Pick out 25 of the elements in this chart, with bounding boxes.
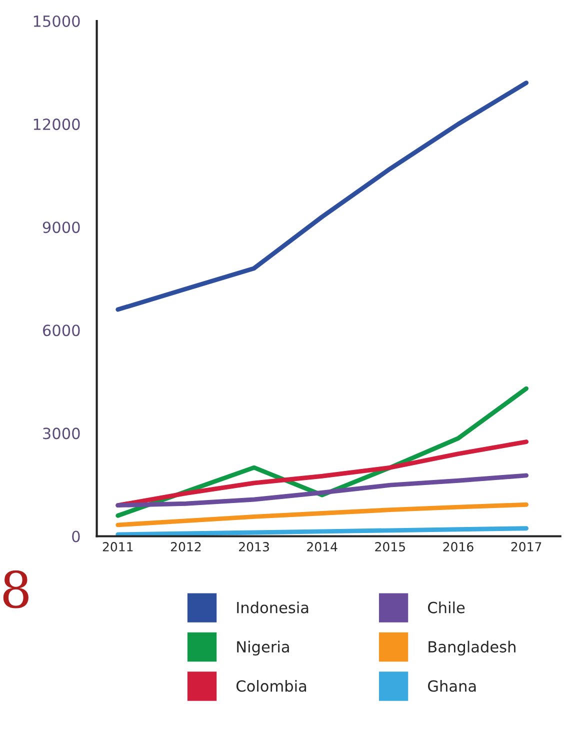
- x-tick-label: 2016: [443, 542, 474, 552]
- legend-label: Colombia: [236, 680, 306, 692]
- line-series: [116, 473, 529, 508]
- text: 8: [3, 570, 28, 608]
- legend-label: Chile: [428, 602, 465, 614]
- x-tick-label: 2011: [102, 542, 133, 552]
- x-tick-label: 2017: [511, 542, 542, 552]
- legend-label: Nigeria: [237, 640, 289, 656]
- line-series: [116, 80, 529, 312]
- legend-label: Ghana: [428, 680, 476, 692]
- line-series: [116, 440, 529, 508]
- y-tick-label: 0: [72, 530, 80, 542]
- y-tick-label: 6000: [43, 324, 80, 336]
- x-tick-label: 2015: [375, 542, 405, 552]
- y-tick-label: 12000: [34, 118, 80, 130]
- x-tick-label: 2013: [239, 542, 269, 552]
- x-tick-label: 2014: [307, 542, 338, 552]
- y-tick-label: 15000: [34, 15, 80, 28]
- x-tick-label: 2012: [170, 542, 201, 552]
- line-series: [116, 526, 529, 536]
- legend-label: Indonesia: [237, 602, 308, 614]
- line-series: [116, 502, 529, 528]
- y-tick-label: 9000: [42, 222, 80, 234]
- legend-label: Bangladesh: [428, 640, 516, 656]
- y-tick-label: 3000: [43, 428, 80, 440]
